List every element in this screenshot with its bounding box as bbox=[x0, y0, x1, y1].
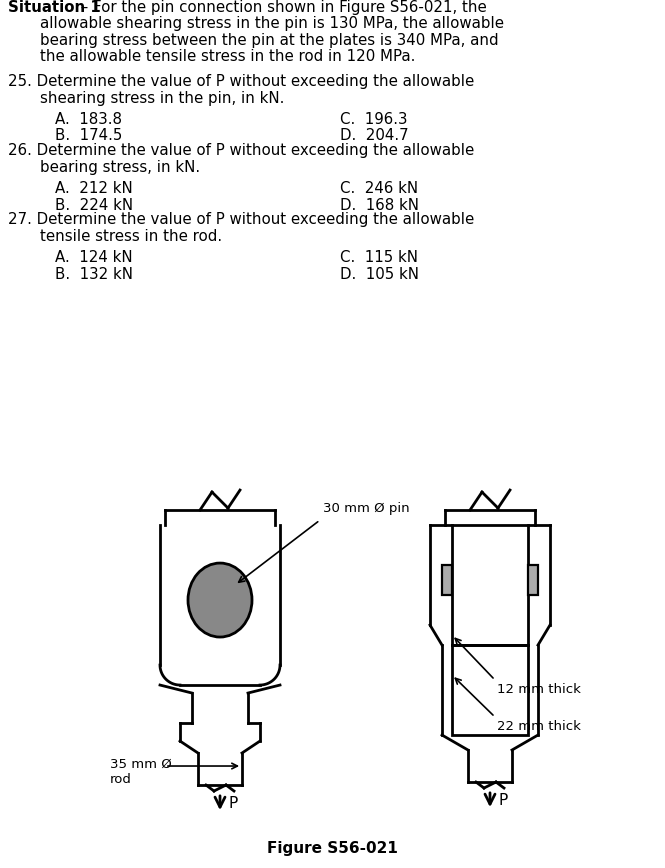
Bar bbox=[442, 565, 452, 595]
Text: A.  212 kN: A. 212 kN bbox=[55, 181, 133, 196]
Text: B.  224 kN: B. 224 kN bbox=[55, 198, 133, 213]
Text: allowable shearing stress in the pin is 130 MPa, the allowable: allowable shearing stress in the pin is … bbox=[40, 16, 504, 31]
Text: 26. Determine the value of P without exceeding the allowable: 26. Determine the value of P without exc… bbox=[8, 143, 474, 158]
Text: D.  105 kN: D. 105 kN bbox=[340, 266, 419, 282]
Text: tensile stress in the rod.: tensile stress in the rod. bbox=[40, 229, 222, 244]
Text: A.  124 kN: A. 124 kN bbox=[55, 250, 132, 266]
Text: D.  204.7: D. 204.7 bbox=[340, 128, 408, 143]
Bar bbox=[452, 645, 528, 735]
Text: bearing stress, in kN.: bearing stress, in kN. bbox=[40, 160, 200, 174]
Text: 30 mm Ø pin: 30 mm Ø pin bbox=[323, 502, 410, 515]
Bar bbox=[528, 565, 538, 595]
Text: 22 mm thick: 22 mm thick bbox=[497, 720, 581, 733]
Bar bbox=[452, 525, 528, 645]
Text: Situation 1: Situation 1 bbox=[8, 0, 101, 15]
Text: the allowable tensile stress in the rod in 120 MPa.: the allowable tensile stress in the rod … bbox=[40, 49, 416, 64]
Text: P: P bbox=[498, 792, 507, 807]
Text: B.  132 kN: B. 132 kN bbox=[55, 266, 133, 282]
Text: Figure S56-021: Figure S56-021 bbox=[267, 841, 398, 856]
Text: shearing stress in the pin, in kN.: shearing stress in the pin, in kN. bbox=[40, 90, 285, 106]
Text: 12 mm thick: 12 mm thick bbox=[497, 683, 581, 696]
Text: 35 mm Ø
rod: 35 mm Ø rod bbox=[110, 758, 172, 786]
Ellipse shape bbox=[188, 563, 252, 637]
Text: – For the pin connection shown in Figure S56-021, the: – For the pin connection shown in Figure… bbox=[76, 0, 487, 15]
Text: D.  168 kN: D. 168 kN bbox=[340, 198, 419, 213]
Text: 25. Determine the value of P without exceeding the allowable: 25. Determine the value of P without exc… bbox=[8, 74, 474, 89]
Text: 27. Determine the value of P without exceeding the allowable: 27. Determine the value of P without exc… bbox=[8, 213, 474, 227]
Text: B.  174.5: B. 174.5 bbox=[55, 128, 122, 143]
Text: C.  246 kN: C. 246 kN bbox=[340, 181, 418, 196]
Text: C.  196.3: C. 196.3 bbox=[340, 112, 408, 127]
Text: bearing stress between the pin at the plates is 340 MPa, and: bearing stress between the pin at the pl… bbox=[40, 33, 499, 48]
Text: P: P bbox=[228, 795, 237, 811]
Text: A.  183.8: A. 183.8 bbox=[55, 112, 122, 127]
Text: C.  115 kN: C. 115 kN bbox=[340, 250, 418, 266]
